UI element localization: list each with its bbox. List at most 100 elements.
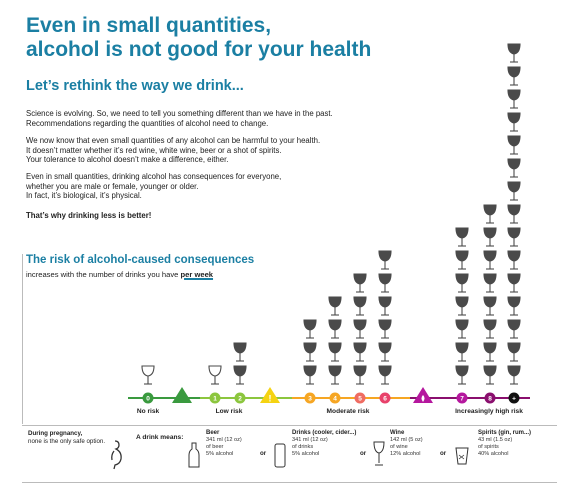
wine-glass-icon: [233, 365, 247, 377]
wine-glass-icon: [455, 296, 469, 308]
paragraph-line: whether you are male or female, younger …: [26, 181, 199, 191]
drink-line: 43 ml (1.5 oz): [478, 437, 513, 443]
wine-glass-icon: [507, 342, 521, 354]
footer: During pregnancy, none is the only safe …: [22, 425, 557, 483]
drink-count-marker: [329, 392, 341, 404]
drink-can-icon: [274, 443, 286, 468]
or-separator: or: [440, 450, 447, 457]
wine-glass-icon: [507, 89, 521, 101]
wine-glass-icon: [455, 365, 469, 377]
conclusion: That’s why drinking less is better!: [26, 211, 152, 220]
wine-glass-icon: [328, 365, 342, 377]
wine-glass-icon: [455, 273, 469, 285]
wine-glass-icon: [507, 227, 521, 239]
wine-glass-icon: [483, 204, 497, 216]
drink-line: 341 ml (12 oz): [292, 437, 328, 443]
drink-count-number: 7: [460, 395, 464, 402]
paragraph-line: Even in small quantities, drinking alcoh…: [26, 172, 282, 181]
wine-glass-icon: [507, 66, 521, 78]
drink-line: 12% alcohol: [390, 451, 421, 457]
drink-means-label: A drink means:: [136, 434, 184, 441]
pregnancy-text: none is the only safe option.: [28, 437, 106, 445]
paragraph-line: Your tolerance to alcohol doesn’t make a…: [26, 155, 229, 164]
warning-triangle-icon: [260, 387, 280, 403]
wine-glass-icon: [507, 319, 521, 331]
or-separator: or: [260, 450, 267, 457]
drink-count-marker: [142, 392, 154, 404]
wine-glass-icon: [507, 273, 521, 285]
wine-glass-icon: [353, 319, 367, 331]
drink-count-number: +: [512, 395, 516, 402]
wine-glass-icon: [353, 365, 367, 377]
label-no-risk: No risk: [136, 408, 160, 415]
drink-line: 40% alcohol: [478, 451, 509, 457]
drink-line: of drinks: [292, 444, 314, 450]
risk-scale-graphic: 0 1 2 3 4 5 6 7 8 +!: [128, 43, 530, 404]
paragraph-line: In fact, it’s biological, it’s physical.: [26, 191, 142, 200]
drink-beer: Beer 341 ml (12 oz) of beer 5% alcohol: [206, 430, 242, 458]
title-line-1: Even in small quantities,: [26, 14, 272, 37]
drink-count-number: 4: [333, 395, 337, 402]
drink-count-marker: [304, 392, 316, 404]
drink-name: Wine: [390, 430, 405, 436]
wine-glass-icon: [483, 342, 497, 354]
wine-glass-icon: [353, 296, 367, 308]
drink-count-marker: [354, 392, 366, 404]
wine-glass-icon: [455, 319, 469, 331]
wine-glass-icon: [353, 273, 367, 285]
drink-count-marker: [508, 392, 520, 404]
drink-count-marker: [456, 392, 468, 404]
subtitle: Let’s rethink the way we drink...: [26, 78, 244, 94]
wine-glass-icon: [303, 365, 317, 377]
paragraph-3: Even in small quantities, drinking alcoh…: [26, 172, 406, 201]
drink-count-marker: [379, 392, 391, 404]
paragraph-line: Recommendations regarding the quantities…: [26, 118, 269, 128]
wine-glass-icon: [378, 365, 392, 377]
drink-count-number: 1: [213, 395, 217, 402]
risk-subtitle-text: increases with the number of drinks you …: [26, 270, 179, 279]
wine-glass-icon: [455, 250, 469, 262]
drink-count-marker: [209, 392, 221, 404]
wine-glass-icon: [483, 273, 497, 285]
drink-spirits: Spirits (gin, rum...) 43 ml (1.5 oz) of …: [478, 430, 531, 458]
title-line-2: alcohol is not good for your health: [26, 38, 372, 61]
wine-glass-icon: [507, 158, 521, 170]
wine-glass-icon: [483, 250, 497, 262]
paragraph-line: It doesn’t matter whether it’s red wine,…: [26, 145, 282, 155]
wine-glass-icon: [507, 365, 521, 377]
drink-count-number: 8: [488, 395, 492, 402]
wine-glass-icon: [507, 250, 521, 262]
drink-count-number: 5: [358, 395, 362, 402]
wine-glass-icon: [507, 181, 521, 193]
wine-glass-icon: [378, 250, 392, 262]
drink-cooler: Drinks (cooler, cider...) 341 ml (12 oz)…: [292, 430, 356, 458]
wine-glass-icon: [507, 135, 521, 147]
wine-glass-icon: [378, 296, 392, 308]
shot-glass-icon: [455, 447, 469, 465]
wine-glass-icon: [378, 342, 392, 354]
wine-glass-icon: [353, 342, 367, 354]
wine-glass-icon: [483, 296, 497, 308]
wine-glass-icon: [208, 365, 222, 377]
drink-line: 5% alcohol: [292, 451, 320, 457]
paragraph-1: Science is evolving. So, we need to tell…: [26, 109, 406, 128]
wine-glass-icon: [507, 204, 521, 216]
drink-count-marker: [234, 392, 246, 404]
drink-line: of wine: [390, 444, 408, 450]
flame-icon: [421, 395, 425, 402]
drink-count-number: 6: [383, 395, 387, 402]
section-divider: [22, 254, 23, 424]
wine-glass-icon: [507, 112, 521, 124]
drink-count-number: 3: [308, 395, 312, 402]
drink-name: Spirits (gin, rum...): [478, 430, 532, 436]
drink-line: 341 ml (12 oz): [206, 437, 242, 443]
paragraph-2: We now know that even small quantities o…: [26, 136, 406, 165]
drink-count-number: 2: [238, 395, 242, 402]
drink-line: 142 ml (5 oz): [390, 437, 423, 443]
wine-glass-icon: [233, 342, 247, 354]
wine-glass-icon: [378, 273, 392, 285]
wine-glass-icon: [303, 342, 317, 354]
label-high-risk: Increasingly high risk: [455, 408, 523, 415]
wine-glass-icon: [455, 342, 469, 354]
wine-glass-icon: [507, 43, 521, 55]
